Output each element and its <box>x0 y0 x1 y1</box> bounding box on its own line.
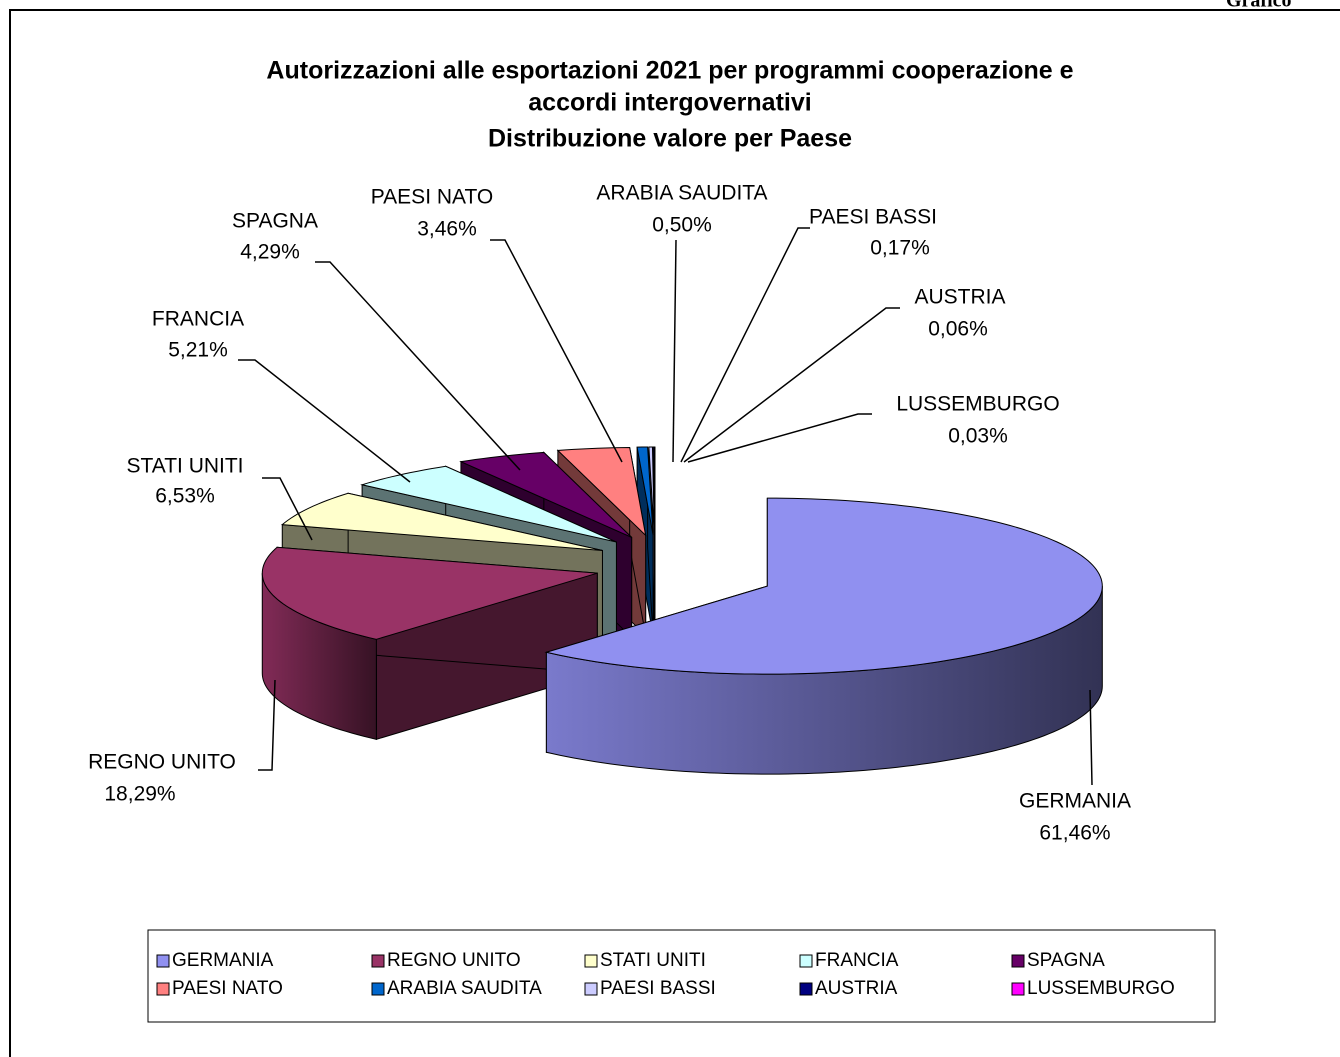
data-label-name: PAESI NATO <box>371 186 494 209</box>
data-label-name: FRANCIA <box>152 308 244 331</box>
legend-marker <box>371 954 385 968</box>
data-label-value: 0,06% <box>928 318 988 341</box>
leader-line <box>490 239 623 463</box>
legend-box <box>147 929 1216 1023</box>
data-label-value: 5,21% <box>168 339 228 362</box>
leader-line <box>258 679 276 771</box>
slice <box>636 446 654 536</box>
slice <box>280 492 603 552</box>
legend-label: REGNO UNITO <box>387 950 521 971</box>
data-label-name: SPAGNA <box>232 210 318 233</box>
leader-line <box>315 261 521 471</box>
legend-label: GERMANIA <box>172 950 274 971</box>
legend-label: SPAGNA <box>1027 950 1105 971</box>
slice <box>459 451 632 538</box>
leader-line <box>672 239 677 463</box>
data-label-value: 61,46% <box>1039 822 1110 845</box>
legend: GERMANIA REGNO UNITO STATI UNITI FRANCIA SPA… <box>156 950 1175 999</box>
data-label-name: REGNO UNITO <box>88 751 236 774</box>
legend-label: AUSTRIA <box>815 978 898 999</box>
leader-line <box>262 477 313 541</box>
slice <box>556 446 647 537</box>
legend-marker <box>1011 982 1025 996</box>
data-label-name: GERMANIA <box>1019 790 1131 813</box>
legend-marker <box>799 954 813 968</box>
legend-marker <box>1011 954 1025 968</box>
legend-label: PAESI BASSI <box>600 978 716 999</box>
pie <box>261 446 1103 775</box>
data-label-name: AUSTRIA <box>914 286 1005 309</box>
leader-line <box>680 227 810 463</box>
leader-line <box>687 413 872 463</box>
legend-label: LUSSEMBURGO <box>1027 978 1175 999</box>
leader-line <box>1089 689 1093 786</box>
data-label-value: 6,53% <box>155 485 215 508</box>
legend-label: PAESI NATO <box>172 978 283 999</box>
data-label-value: 0,17% <box>870 237 930 260</box>
data-label-value: 3,46% <box>417 218 477 241</box>
chart-title: accordi intergovernativi <box>528 89 811 117</box>
legend-label: FRANCIA <box>815 950 899 971</box>
data-label-name: ARABIA SAUDITA <box>596 182 767 205</box>
slice <box>544 497 1103 675</box>
data-label-value: 18,29% <box>104 783 175 806</box>
data-label-value: 0,03% <box>948 425 1008 448</box>
legend-marker <box>584 982 598 996</box>
legend-label: ARABIA SAUDITA <box>387 978 542 999</box>
data-label-value: 0,50% <box>652 214 712 237</box>
header: Grafico <box>1226 0 1292 12</box>
legend-marker <box>156 954 170 968</box>
labels: GERMANIA 61,46% REGNO UNITO 18,29% STATI UNI… <box>88 182 1131 845</box>
data-label-name: PAESI BASSI <box>809 206 937 229</box>
legend-marker <box>156 982 170 996</box>
chart-subtitle: Distribuzione valore per Paese <box>488 125 852 153</box>
legend-marker <box>371 982 385 996</box>
chart-title: Autorizzazioni alle esportazioni 2021 pe… <box>266 57 1073 85</box>
data-label-name: STATI UNITI <box>126 455 243 478</box>
legend-label: STATI UNITI <box>600 950 706 971</box>
frame <box>9 9 1340 1057</box>
data-label-name: LUSSEMBURGO <box>896 393 1059 416</box>
legend-marker <box>799 982 813 996</box>
slice <box>648 446 655 536</box>
leader-line <box>683 307 900 463</box>
data-label-value: 4,29% <box>240 241 300 264</box>
slice <box>261 546 598 640</box>
leader-line <box>238 359 411 483</box>
legend-marker <box>584 954 598 968</box>
